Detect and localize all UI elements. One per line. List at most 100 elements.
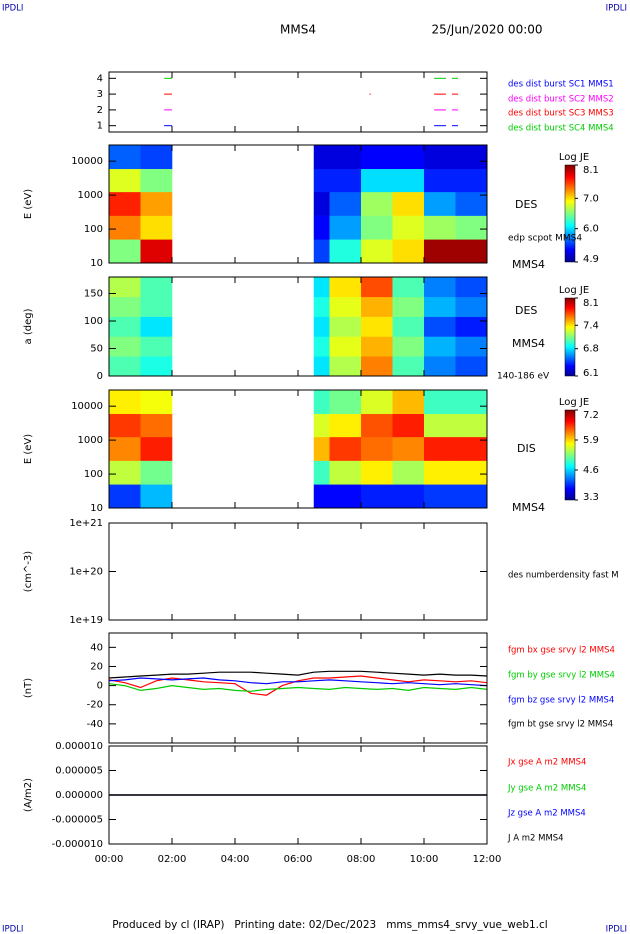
y-tick-label: 3 xyxy=(97,89,103,100)
heatmap-cell xyxy=(361,145,393,170)
y-tick-label: -40 xyxy=(87,719,103,730)
heatmap-cell xyxy=(392,413,425,438)
heatmap-cell xyxy=(424,277,456,298)
heatmap-cell xyxy=(392,191,425,216)
legend-entry: fgm bt gse srvy l2 MMS4 xyxy=(508,720,613,730)
heatmap-cell xyxy=(392,316,425,337)
heatmap-cell xyxy=(313,390,330,415)
y-tick-label: 1000 xyxy=(78,190,103,201)
legend-entry: Jy gse A m2 MMS4 xyxy=(507,784,586,794)
legend-entry: J A m2 MMS4 xyxy=(507,834,564,844)
heatmap-cell xyxy=(361,191,393,216)
y-axis-label: a (deg) xyxy=(23,308,34,344)
y-tick-label: 20 xyxy=(90,661,103,672)
heatmap-cell xyxy=(361,215,393,240)
heatmap-cell xyxy=(140,191,173,216)
heatmap-cell xyxy=(392,390,425,415)
heatmap-cell xyxy=(329,215,362,240)
legend-entry: des dist burst SC4 MMS4 xyxy=(508,124,614,134)
legend-entry: des dist burst SC2 MMS2 xyxy=(508,95,614,105)
y-tick-label: -0.000005 xyxy=(52,815,103,826)
heatmap-cell xyxy=(109,239,141,264)
heatmap-cell xyxy=(424,215,456,240)
y-tick-label: 0 xyxy=(97,681,103,692)
heatmap-cell xyxy=(313,239,330,264)
heatmap-cell xyxy=(140,215,173,240)
heatmap-cell xyxy=(392,239,425,264)
y-axis-label: (A/m2) xyxy=(23,778,34,812)
heatmap-cell xyxy=(392,277,425,298)
series-line xyxy=(108,677,488,687)
heatmap-cell xyxy=(455,277,488,298)
heatmap-cell xyxy=(424,316,456,337)
heatmap-cell xyxy=(424,168,456,193)
heatmap-cell xyxy=(392,336,425,357)
heatmap-cell xyxy=(109,436,141,461)
heatmap-cell xyxy=(140,390,173,415)
heatmap-cell xyxy=(329,168,362,193)
colorbar-tick-label: 7.0 xyxy=(583,193,599,204)
heatmap-cell xyxy=(329,484,362,509)
y-axis-label: E (eV) xyxy=(23,434,34,464)
heatmap-cell xyxy=(455,316,488,337)
colorbar-tick-label: 8.1 xyxy=(583,298,599,309)
colorbar-title: Log JE xyxy=(559,152,589,163)
heatmap-cell xyxy=(109,460,141,485)
y-tick-label: 1e+19 xyxy=(69,615,103,626)
colorbar-tick-label: 6.8 xyxy=(583,344,599,355)
colorbar xyxy=(564,164,576,263)
heatmap-cell xyxy=(392,168,425,193)
heatmap-cell xyxy=(313,484,330,509)
heatmap-cell xyxy=(361,336,393,357)
legend-entry: des dist burst SC3 MMS3 xyxy=(508,109,614,119)
heatmap-cell xyxy=(455,413,488,438)
title: MMS4 xyxy=(280,23,316,37)
heatmap-cell xyxy=(313,336,330,357)
heatmap-cell xyxy=(424,484,456,509)
heatmap-cell xyxy=(140,145,173,170)
heatmap-cell xyxy=(140,336,173,357)
side-label: edp scpot MMS4 xyxy=(508,234,582,244)
x-tick-label: 02:00 xyxy=(158,854,187,865)
heatmap-cell xyxy=(109,296,141,317)
side-label: MMS4 xyxy=(512,258,545,271)
heatmap-cell xyxy=(109,168,141,193)
heatmap-cell xyxy=(329,277,362,298)
heatmap-cell xyxy=(392,484,425,509)
legend-entry: fgm bx gse srvy l2 MMS4 xyxy=(508,646,615,656)
heatmap-cell xyxy=(329,460,362,485)
heatmap-cell xyxy=(140,413,173,438)
y-tick-label: 4 xyxy=(97,73,103,84)
heatmap-cell xyxy=(109,390,141,415)
y-tick-label: -0.000010 xyxy=(52,839,103,850)
colorbar-tick-label: 8.1 xyxy=(583,165,599,176)
heatmap-cell xyxy=(424,296,456,317)
colorbar-title: Log JE xyxy=(559,397,589,408)
heatmap-cell xyxy=(140,436,173,461)
heatmap-cell xyxy=(313,436,330,461)
heatmap-cell xyxy=(424,460,456,485)
heatmap-cell xyxy=(109,413,141,438)
heatmap-cell xyxy=(140,277,173,298)
heatmap-cell xyxy=(361,390,393,415)
heatmap-cell xyxy=(455,296,488,317)
heatmap-cell xyxy=(313,460,330,485)
heatmap-cell xyxy=(313,168,330,193)
heatmap-cell xyxy=(455,436,488,461)
y-tick-label: 10000 xyxy=(71,401,103,412)
y-tick-label: 0 xyxy=(97,371,103,382)
heatmap-cell xyxy=(329,239,362,264)
side-label: DIS xyxy=(517,442,536,455)
heatmap-cell xyxy=(313,296,330,317)
heatmap-cell xyxy=(140,316,173,337)
heatmap-cell xyxy=(424,239,456,264)
legend-entry: fgm bz gse srvy l2 MMS4 xyxy=(508,696,614,706)
y-tick-label: 100 xyxy=(84,316,103,327)
heatmap-cell xyxy=(455,390,488,415)
y-tick-label: 150 xyxy=(84,289,103,300)
heatmap-cell xyxy=(361,316,393,337)
corner-label: IPDLI xyxy=(2,925,23,934)
heatmap-cell xyxy=(424,191,456,216)
corner-label: IPDLI xyxy=(606,4,627,14)
heatmap-cell xyxy=(140,356,173,377)
